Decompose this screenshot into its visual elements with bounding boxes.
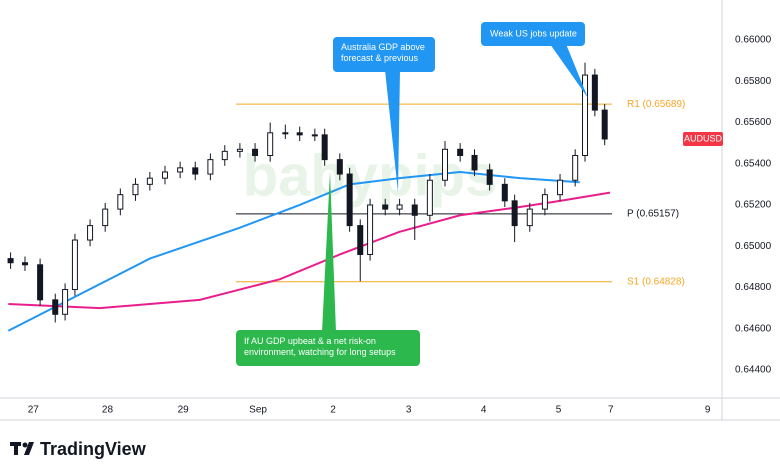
x-tick-label: 9 (705, 405, 711, 416)
brand-name: TradingView (40, 439, 147, 459)
x-tick-label: 27 (28, 405, 40, 416)
candle-body (102, 208, 109, 227)
candle-body (557, 179, 564, 196)
price-tag (683, 131, 723, 146)
candle-body (21, 262, 28, 266)
candle-body (486, 169, 493, 185)
x-tick-label: 4 (481, 405, 487, 416)
x-tick-label: 7 (608, 405, 614, 416)
candle-body (336, 159, 343, 175)
candle-body (471, 154, 478, 171)
pivot-label: S1 (0.64828) (627, 276, 685, 287)
callout-pointer (385, 70, 400, 192)
x-tick-label: Sep (249, 405, 267, 416)
candle-body (87, 225, 94, 241)
callout-text: Australia GDP above forecast & previous (341, 42, 425, 63)
watermark: babypips (243, 143, 498, 208)
callout-text: Weak US jobs update (490, 28, 577, 38)
y-tick-label: 0.64600 (735, 323, 772, 334)
candle-body (382, 204, 389, 210)
x-tick-label: 29 (178, 405, 190, 416)
candle-body (426, 179, 433, 216)
y-tick-label: 0.64800 (735, 282, 772, 293)
candle-body (282, 132, 289, 135)
callout (236, 330, 420, 366)
candle-body (132, 183, 139, 196)
candle-body (192, 167, 199, 175)
y-tick-label: 0.65800 (735, 76, 772, 87)
candle-body (117, 194, 124, 210)
candle-body (357, 225, 364, 255)
moving-average (8, 191, 611, 310)
candle-body (526, 208, 533, 227)
candle-body (311, 134, 318, 137)
candle-body (52, 299, 59, 315)
candle-body (321, 134, 328, 161)
candle-body (457, 148, 464, 156)
callout-pointer (322, 172, 336, 332)
pivot-label: P (0.65157) (627, 208, 679, 219)
x-tick-label: 2 (330, 405, 336, 416)
y-tick-label: 0.65200 (735, 200, 772, 211)
plot-area: 0.64400 0.64600 0.64800 0.65000 0.65200 0.654… (7, 35, 772, 416)
candle-body (591, 74, 598, 111)
candle-body (541, 194, 548, 210)
candle-body (367, 204, 374, 255)
candle-body (161, 171, 168, 179)
candle-body (442, 148, 449, 181)
y-tick-label: 0.64400 (735, 365, 772, 376)
candle-body (71, 239, 78, 291)
y-tick-label: 0.65000 (735, 241, 772, 252)
price-tag-label: AUDUSD (684, 133, 723, 143)
candle-body (601, 109, 608, 140)
candle-body (572, 154, 579, 181)
callout-text: If AU GDP upbeat & a net risk-on environm… (244, 336, 396, 357)
candle-body (207, 159, 214, 175)
candle-body (267, 132, 274, 156)
pivot-label: R1 (0.65689) (627, 99, 685, 110)
y-tick-label: 0.65400 (735, 158, 772, 169)
candle-body (296, 132, 303, 136)
candle-body (7, 258, 14, 264)
candle-body (252, 148, 259, 156)
callout (481, 22, 585, 46)
candle-body (511, 200, 518, 227)
candle-body (37, 264, 44, 301)
brand-logo (10, 442, 34, 455)
y-tick-label: 0.66000 (735, 35, 772, 46)
x-tick-label: 5 (556, 405, 562, 416)
x-tick-label: 3 (406, 405, 412, 416)
callout-pointer (550, 44, 588, 98)
candle-body (582, 74, 589, 156)
candle-body (146, 177, 153, 185)
y-tick-label: 0.65600 (735, 117, 772, 128)
candle-body (236, 148, 243, 152)
callout (333, 37, 435, 72)
candle-body (177, 167, 184, 173)
candle-body (62, 289, 69, 315)
candle-body (411, 204, 418, 216)
x-tick-label: 28 (102, 405, 114, 416)
candle-body (501, 183, 508, 202)
candle-body (221, 150, 228, 161)
candle-body (396, 204, 403, 210)
candle-body (346, 173, 353, 227)
